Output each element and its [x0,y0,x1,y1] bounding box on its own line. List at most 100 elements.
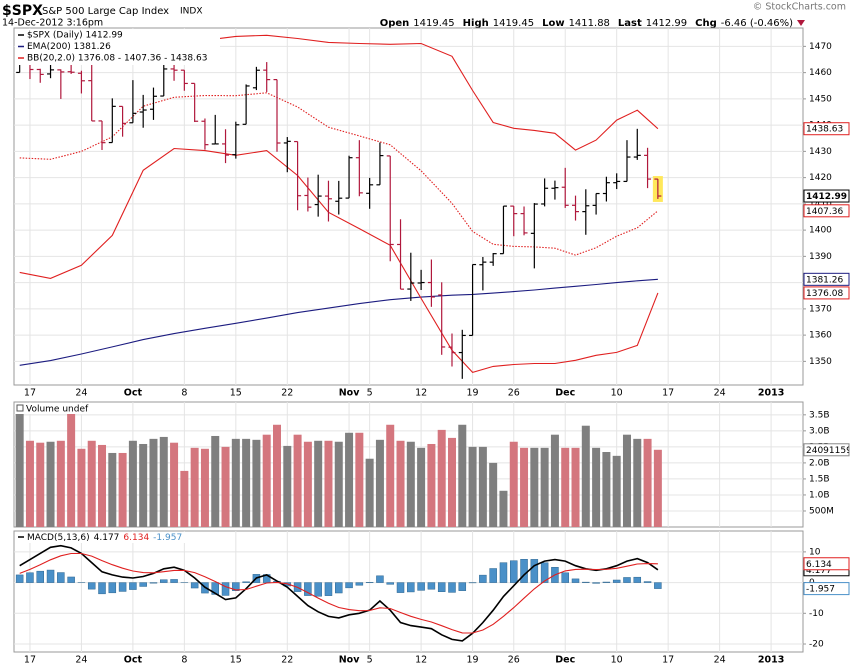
histogram-bar [396,582,405,593]
value-box [803,204,850,218]
histogram-bar [335,582,343,594]
x-tick-label: Oct [124,655,143,666]
volume-bar [273,424,281,527]
y-tick-label: 1420 [809,173,832,183]
legend-name: MACD(5,13,6) [27,533,90,543]
macd-line [19,544,659,642]
volume-bar [550,434,559,527]
index-name: S&P 500 Large Cap Index [42,6,169,17]
volume-bar [211,435,220,527]
histogram-bar [345,582,353,589]
volume-bar [149,438,158,527]
histogram-bar [149,582,158,584]
histogram-bar [520,559,528,583]
volume-bar [180,470,189,527]
quote: Open 1419.45 High 1419.45 Low 1411.88 Last 1412… [380,18,793,29]
volume-bar [36,442,45,527]
volume-bar [221,446,230,527]
x-tick-label: 5 [367,388,373,399]
legend-value: 6.134 [123,533,149,543]
histogram-bar [87,582,96,590]
quote-value: 1411.88 [569,18,610,29]
x-tick-label: 8 [181,655,187,666]
histogram-bar [427,582,436,590]
volume-bar [108,452,117,527]
y-tick-label: -20 [809,640,824,650]
histogram-bar [15,574,24,583]
volume-bar [324,440,333,527]
y-tick-label: 500M [809,506,834,516]
volume-bar [468,446,477,527]
x-tick-label: 24 [714,388,726,399]
x-tick-label: 26 [508,655,520,666]
volume-bar [520,447,529,527]
volume-bar [592,447,601,527]
histogram-bar [57,572,65,583]
x-tick-label: Oct [124,388,143,399]
x-tick-label: Nov [339,655,360,666]
volume-bar [458,424,467,527]
x-tick-label: 17 [24,655,36,666]
volume-bar [170,442,179,527]
legend-box [15,403,115,414]
volume-bar [633,438,642,527]
volume-bar [653,449,662,527]
x-tick-label: 12 [415,655,427,666]
y-tick-label: 1.5B [809,474,830,484]
histogram-bar [592,582,600,584]
x-tick-label: 22 [281,388,293,399]
x-tick-label: 15 [230,388,242,399]
timestamp: 14-Dec-2012 3:16pm [2,18,103,29]
overlay-line [19,92,659,256]
y-tick-label: 1470 [809,42,832,52]
x-tick-label: 17 [662,655,674,666]
volume-bar [643,438,652,527]
x-tick-label: Dec [555,655,575,666]
y-tick-label: -10 [809,609,824,619]
value-box [803,443,850,457]
volume-bar [56,440,65,527]
legend-box [15,29,220,65]
value-box-label: 1412.99 [806,192,847,202]
volume-bar [200,448,209,527]
legend-value: -1.957 [153,533,182,543]
histogram-bar [242,581,250,583]
x-tick-label: 24 [75,655,87,666]
volume-bar [345,432,354,527]
y-tick-label: 1390 [809,252,832,262]
histogram-bar [324,582,333,596]
y-tick-label: 1450 [809,94,832,104]
x-tick-label: 17 [24,388,36,399]
quote-label: Open [380,18,410,29]
value-box [803,122,850,136]
value-box [803,189,850,203]
y-tick-label: 1430 [809,147,832,157]
volume-bar [581,425,590,527]
volume-bar [303,441,312,527]
volume-bar [262,434,271,527]
value-box-label: 1376.08 [806,289,843,299]
x-tick-label: 19 [467,655,479,666]
quote-label: Last [618,18,642,29]
volume-bar [427,443,436,527]
histogram-bar [26,572,34,583]
histogram-bar [643,581,652,583]
histogram-bar [314,582,322,597]
value-box [803,286,850,300]
y-tick-label: 10 [809,547,821,557]
legend-box [15,532,215,543]
histogram-bar [160,579,168,583]
volume-bar [314,440,323,527]
volume-bar [386,424,395,527]
volume-bar [15,413,24,527]
x-tick-label: Dec [555,388,575,399]
y-tick-label: 1370 [809,304,832,314]
histogram-bar [489,568,497,583]
legend-value: 4.177 [94,533,120,543]
volume-bar [406,441,415,527]
volume-bar [25,440,34,527]
histogram-bar [221,582,230,596]
volume-bar [355,432,364,527]
quote-label: High [463,18,489,29]
histogram-bar [304,582,312,596]
